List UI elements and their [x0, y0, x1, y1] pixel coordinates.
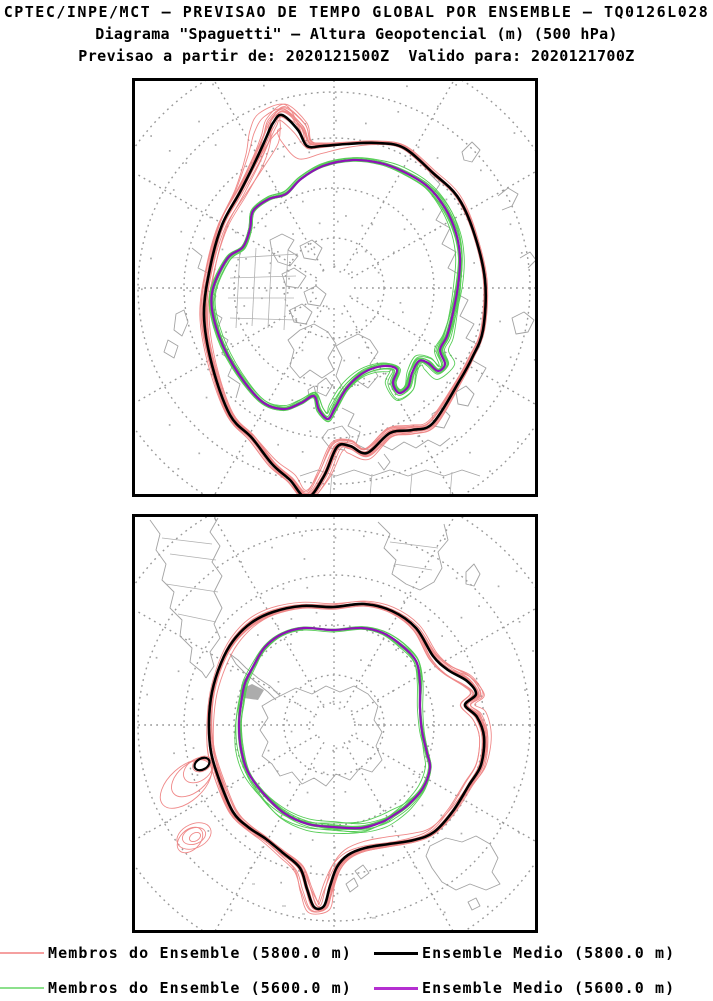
- members-5600-contours: [208, 157, 465, 423]
- map-north-svg: [132, 78, 538, 497]
- legend-item-members-5600: Membros do Ensemble (5600.0 m): [0, 979, 352, 997]
- title-block: CPTEC/INPE/MCT — PREVISAO DE TEMPO GLOBA…: [0, 1, 713, 67]
- graticule-layer: [132, 78, 538, 497]
- mean-5800-contour: [193, 602, 486, 911]
- south-hemisphere-map-panel: [132, 514, 538, 933]
- map-border: [132, 514, 538, 933]
- legend-row-5600: Membros do Ensemble (5600.0 m) Ensemble …: [0, 979, 713, 997]
- title-line-1: CPTEC/INPE/MCT — PREVISAO DE TEMPO GLOBA…: [3, 3, 710, 21]
- map-border: [132, 78, 538, 497]
- coastline-layer: [149, 517, 501, 919]
- legend-item-mean-5600: Ensemble Medio (5600.0 m): [374, 979, 675, 997]
- legend-row-5800: Membros do Ensemble (5800.0 m) Ensemble …: [0, 944, 713, 962]
- mean-5800-contour: [202, 113, 488, 497]
- members-5600-contours: [234, 626, 432, 835]
- members-5600-line-swatch: [0, 987, 44, 989]
- legend-label: Membros do Ensemble (5600.0 m): [48, 979, 352, 997]
- title-line-3: Previsao a partir de: 2020121500Z Valido…: [78, 47, 635, 65]
- mean-5600-line-swatch: [374, 986, 418, 990]
- members-5800-contours: [199, 103, 489, 497]
- mean-5600-contour: [237, 626, 432, 830]
- coastline-layer: [163, 141, 537, 497]
- legend-label: Ensemble Medio (5800.0 m): [422, 944, 676, 962]
- legend-item-mean-5800: Ensemble Medio (5800.0 m): [374, 944, 675, 962]
- legend-label: Membros do Ensemble (5800.0 m): [48, 944, 352, 962]
- mean-5600-contour: [210, 158, 462, 421]
- mean-5800-line-swatch: [374, 951, 418, 955]
- map-south-svg: [132, 514, 538, 933]
- legend-label: Ensemble Medio (5600.0 m): [422, 979, 676, 997]
- members-5800-line-swatch: [0, 952, 44, 954]
- legend-item-members-5800: Membros do Ensemble (5800.0 m): [0, 944, 352, 962]
- title-line-2: Diagrama "Spaguetti" — Altura Geopotenci…: [95, 25, 618, 43]
- north-hemisphere-map-panel: [132, 78, 538, 497]
- speckle-layer: [145, 517, 534, 914]
